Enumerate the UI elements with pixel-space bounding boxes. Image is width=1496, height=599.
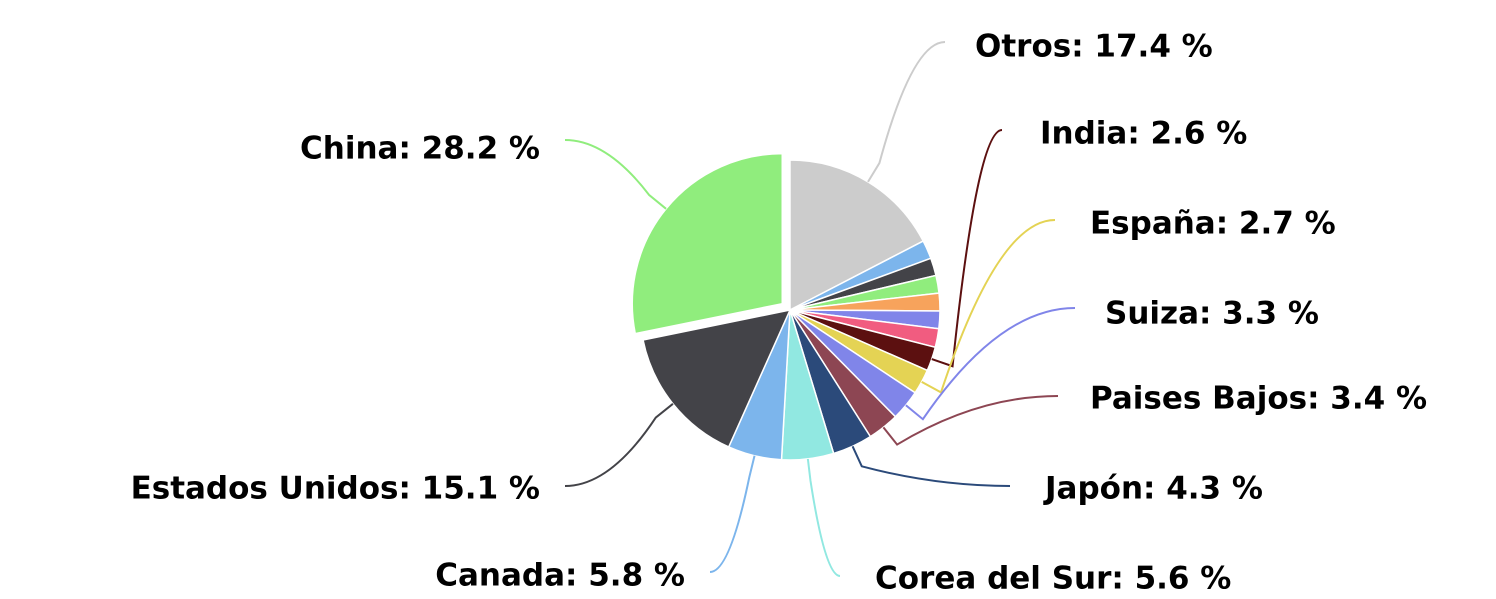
data-label: China: 28.2 % [300,131,540,167]
connector [867,41,946,183]
data-label: España: 2.7 % [1090,206,1336,242]
data-label: Japón: 4.3 % [1043,471,1263,507]
data-label: Suiza: 3.3 % [1105,296,1319,332]
data-label: Otros: 17.4 % [975,29,1213,65]
data-label: India: 2.6 % [1040,116,1247,152]
pie-slice [642,308,792,448]
connector [905,307,1076,421]
pie-slice [631,152,784,335]
connector [709,455,756,573]
connector [564,403,674,487]
pie-slice [789,159,925,312]
data-label: Canada: 5.8 % [435,558,685,594]
data-label: Paises Bajos: 3.4 % [1090,381,1427,417]
data-label: Estados Unidos: 15.1 % [131,471,540,507]
connector [882,395,1059,446]
connector [931,129,1003,368]
connector [564,139,667,210]
data-label: Corea del Sur: 5.6 % [875,561,1231,597]
connector [851,445,1011,487]
connector [806,458,841,577]
connector [921,219,1056,394]
